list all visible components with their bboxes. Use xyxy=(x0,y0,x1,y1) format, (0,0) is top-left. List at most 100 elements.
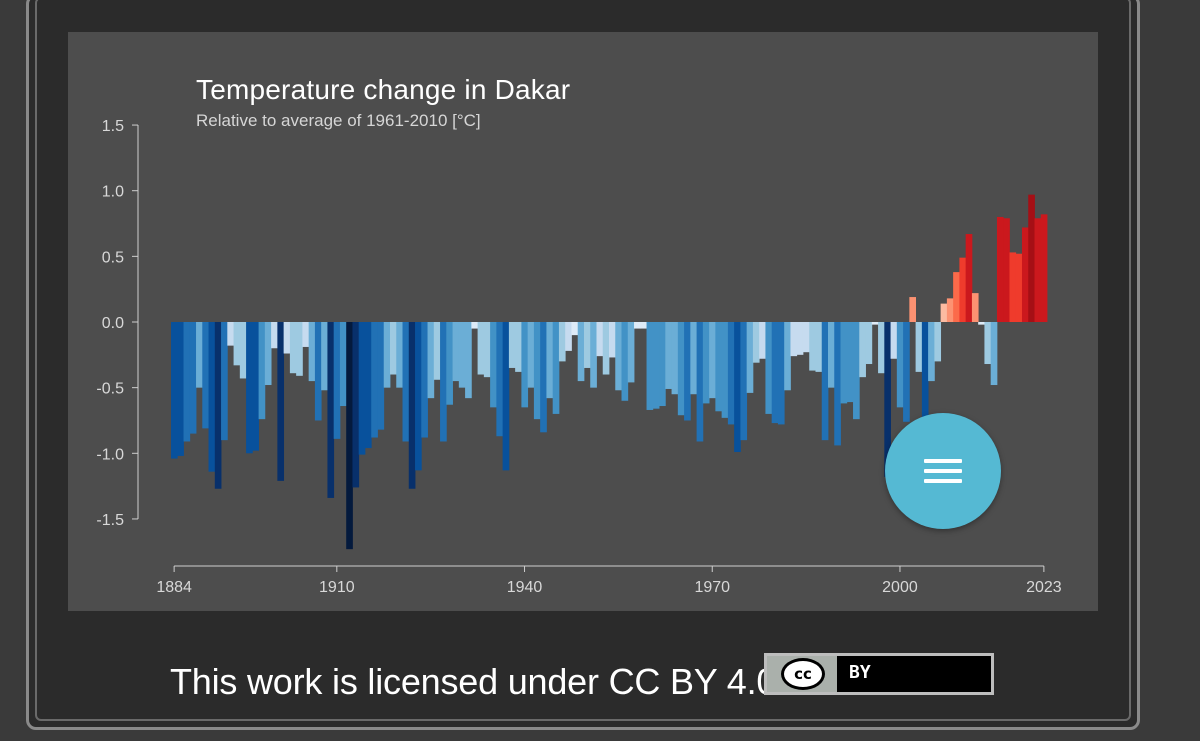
bar-1919 xyxy=(390,322,397,375)
bar-1933 xyxy=(477,322,485,375)
bar-1975 xyxy=(740,322,748,441)
bar-2019 xyxy=(1015,253,1023,322)
bar-1977 xyxy=(752,322,760,363)
bar-1989 xyxy=(828,322,835,388)
bar-1991 xyxy=(840,322,848,404)
bar-1924 xyxy=(421,322,428,438)
cc-by-label: BY xyxy=(849,662,871,683)
bar-1920 xyxy=(396,322,403,388)
y-tick-label: -0.5 xyxy=(96,381,124,398)
bar-1985 xyxy=(802,322,810,353)
bar-2013 xyxy=(978,322,985,325)
bar-1928 xyxy=(446,322,453,405)
bar-1908 xyxy=(321,322,328,391)
bar-2015 xyxy=(990,322,998,386)
bar-1912 xyxy=(346,322,353,550)
bar-1895 xyxy=(239,322,247,379)
bar-1996 xyxy=(871,322,879,325)
bar-1913 xyxy=(352,322,360,488)
bar-1894 xyxy=(233,322,241,366)
bar-2000 xyxy=(896,322,904,408)
bar-1939 xyxy=(515,322,522,372)
x-tick-label: 1884 xyxy=(156,579,192,596)
bar-1957 xyxy=(627,322,635,383)
bar-1945 xyxy=(552,322,560,414)
bar-1887 xyxy=(189,322,197,434)
bar-1951 xyxy=(590,322,597,388)
bar-1949 xyxy=(577,322,585,382)
bar-1947 xyxy=(565,322,572,351)
bar-1904 xyxy=(296,322,303,376)
bar-1990 xyxy=(834,322,841,446)
bar-1960 xyxy=(646,322,654,410)
bar-2005 xyxy=(928,322,935,382)
bar-1963 xyxy=(665,322,672,389)
bar-1943 xyxy=(540,322,547,433)
bar-2008 xyxy=(946,298,954,322)
bar-1952 xyxy=(596,322,604,357)
bar-2003 xyxy=(915,322,923,372)
bar-1900 xyxy=(271,322,278,349)
bar-1903 xyxy=(289,322,297,374)
menu-button[interactable] xyxy=(885,413,1001,529)
bar-1936 xyxy=(496,322,504,437)
bar-1997 xyxy=(878,322,885,374)
bar-2004 xyxy=(921,322,929,447)
bar-1968 xyxy=(696,322,704,442)
bar-1955 xyxy=(615,322,622,391)
bar-1929 xyxy=(452,322,460,382)
bar-1999 xyxy=(890,322,898,359)
bar-2001 xyxy=(903,322,910,422)
cc-by-badge[interactable]: cc BY xyxy=(764,653,994,695)
bar-1950 xyxy=(583,322,591,368)
bar-1888 xyxy=(196,322,203,388)
bar-1926 xyxy=(433,322,441,380)
bar-2009 xyxy=(953,272,960,322)
bar-1910 xyxy=(333,322,341,439)
bar-1923 xyxy=(415,322,422,471)
bar-1995 xyxy=(865,322,873,365)
bar-2023 xyxy=(1040,214,1048,322)
bar-2011 xyxy=(965,234,973,322)
bar-1986 xyxy=(809,322,816,371)
bar-1909 xyxy=(327,322,335,498)
bar-1925 xyxy=(427,322,435,399)
bar-1905 xyxy=(302,322,310,347)
bar-1956 xyxy=(621,322,629,401)
bar-1921 xyxy=(402,322,410,442)
x-tick-label: 1910 xyxy=(319,579,355,596)
x-tick-label: 2000 xyxy=(882,579,918,596)
bar-1976 xyxy=(746,322,754,393)
bar-1898 xyxy=(258,322,266,420)
bar-1917 xyxy=(377,322,385,430)
bar-1971 xyxy=(715,322,723,412)
bar-1934 xyxy=(483,322,491,378)
bar-1953 xyxy=(602,322,610,375)
y-tick-label: 0.5 xyxy=(102,249,124,266)
bar-2021 xyxy=(1028,194,1035,322)
bar-1935 xyxy=(490,322,497,408)
bar-1891 xyxy=(214,322,222,489)
bar-1886 xyxy=(183,322,191,442)
x-tick-label: 2023 xyxy=(1026,579,1062,596)
bar-2010 xyxy=(959,257,967,322)
bar-1911 xyxy=(339,322,347,407)
bar-1893 xyxy=(227,322,234,346)
bar-1902 xyxy=(283,322,291,354)
bar-1889 xyxy=(202,322,209,429)
bar-2002 xyxy=(909,297,916,322)
bar-2022 xyxy=(1034,218,1042,322)
y-tick-label: 0.0 xyxy=(102,315,124,332)
chart-title: Temperature change in Dakar xyxy=(196,74,571,105)
bar-2012 xyxy=(971,293,979,322)
bar-2006 xyxy=(934,322,942,362)
bar-1980 xyxy=(771,322,779,424)
bar-1973 xyxy=(727,322,735,425)
bar-1979 xyxy=(765,322,773,414)
bar-1992 xyxy=(846,322,854,403)
bar-2007 xyxy=(940,303,948,322)
bar-1940 xyxy=(521,322,529,408)
bar-1954 xyxy=(609,322,616,358)
bar-1907 xyxy=(314,322,322,421)
